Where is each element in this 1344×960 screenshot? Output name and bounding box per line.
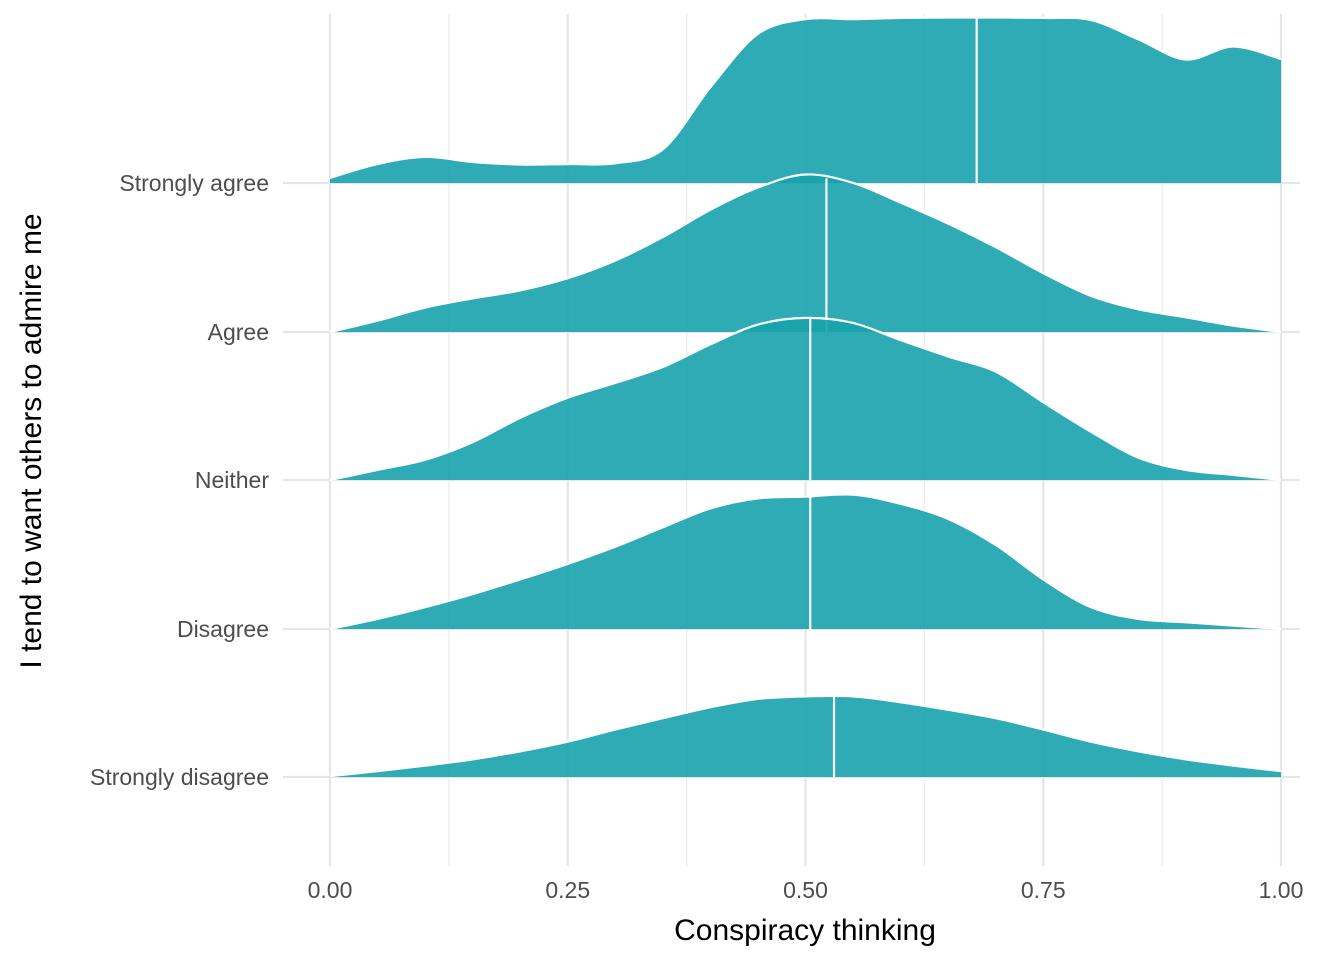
ridge-fill xyxy=(330,17,1281,184)
ridge-outline xyxy=(329,316,1282,482)
x-tick-label: 0.25 xyxy=(545,877,590,903)
ridge-outline xyxy=(329,694,1282,778)
ridge-fill xyxy=(330,494,1281,629)
y-tick-label: Strongly agree xyxy=(119,170,269,196)
ridge-fill xyxy=(330,317,1281,480)
y-tick-labels: Strongly disagree Disagree Neither Agree Str… xyxy=(90,170,269,790)
x-axis-title: Conspiracy thinking xyxy=(674,914,936,947)
ridge-outline xyxy=(329,173,1282,334)
x-tick-labels: 0.00 0.25 0.50 0.75 1.00 xyxy=(308,877,1304,903)
ridge-strongly-agree xyxy=(329,16,1282,184)
ridge-outline xyxy=(329,16,1282,180)
x-tick-label: 1.00 xyxy=(1259,877,1304,903)
y-tick-label: Strongly disagree xyxy=(90,764,269,790)
ridge-series xyxy=(329,16,1282,778)
y-tick-label: Neither xyxy=(195,467,269,493)
ridge-strongly-disagree xyxy=(329,694,1282,778)
ridge-agree xyxy=(329,173,1282,334)
x-tick-label: 0.00 xyxy=(308,877,353,903)
y-axis-title: I tend to want others to admire me xyxy=(15,213,48,668)
ridge-fill xyxy=(330,174,1281,332)
ridge-disagree xyxy=(329,493,1282,631)
x-tick-label: 0.50 xyxy=(783,877,828,903)
y-tick-label: Disagree xyxy=(177,616,269,642)
ridge-fill xyxy=(330,695,1281,777)
ridge-neither xyxy=(329,316,1282,482)
ridge-outline xyxy=(329,493,1282,631)
y-tick-label: Agree xyxy=(208,319,269,345)
x-tick-label: 0.75 xyxy=(1021,877,1066,903)
